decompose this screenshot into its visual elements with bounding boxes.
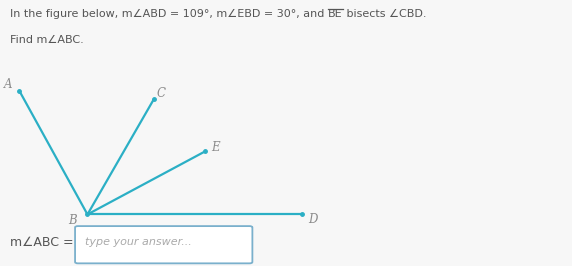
Text: Find m∠ABC.: Find m∠ABC.	[10, 35, 84, 45]
Text: E: E	[212, 140, 220, 153]
Text: In the figure below, m∠ABD = 109°, m∠EBD = 30°, and: In the figure below, m∠ABD = 109°, m∠EBD…	[10, 9, 328, 19]
Text: C: C	[157, 88, 165, 100]
Text: D: D	[308, 213, 317, 226]
Text: m∠ABC =: m∠ABC =	[10, 236, 74, 248]
Text: bisects ∠CBD.: bisects ∠CBD.	[343, 9, 426, 19]
Text: A: A	[4, 78, 13, 91]
Text: type your answer...: type your answer...	[85, 237, 192, 247]
Text: BE: BE	[328, 9, 343, 19]
Text: B: B	[68, 214, 77, 227]
